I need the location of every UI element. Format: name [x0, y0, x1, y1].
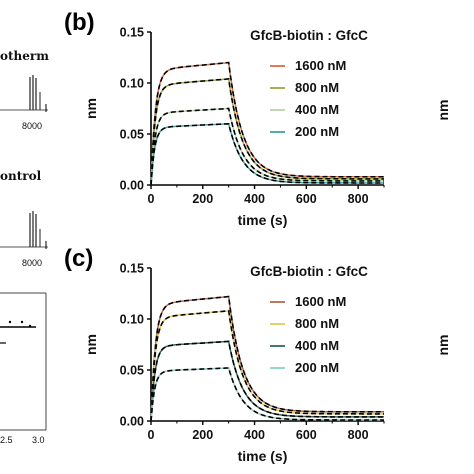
chart-title: GfcB-biotin : GfcC: [250, 264, 368, 279]
y-tick-label: 0.00: [120, 179, 144, 193]
left-bottom-plot-fragment: [0, 292, 47, 431]
panel-tag-b: (b): [64, 9, 95, 36]
x-axis-label: time (s): [238, 448, 288, 464]
series-line: [150, 367, 384, 422]
left-label-mid: ontrol: [0, 169, 42, 183]
y-tick-label: 0.00: [120, 415, 144, 429]
legend-label: 200 nM: [295, 360, 339, 375]
y-tick-label: 0.15: [120, 262, 144, 276]
x-tick-label: 200: [192, 192, 213, 206]
x-tick-label: 0: [148, 192, 155, 206]
y-tick-label: 0.05: [120, 364, 144, 378]
plot-point: [8, 320, 12, 324]
series-line: [150, 107, 384, 186]
series-fit-dashed: [150, 340, 384, 422]
left-spectrum-mid: [0, 211, 48, 249]
series-line: [150, 295, 384, 422]
chart-panel-b: 0.00 0.05 0.10 0.15 0 200 400 600 800 time (s) nm G…: [83, 26, 385, 228]
y-tick-label: 0.10: [120, 77, 144, 91]
series-line: [150, 61, 384, 186]
panel-tag-c: (c): [64, 245, 93, 272]
x-tick-label: 400: [244, 192, 265, 206]
left-axis-value-mid: 8000: [22, 258, 42, 268]
series-fit-dashed: [150, 61, 384, 186]
legend-label: 200 nM: [295, 124, 339, 139]
y-axis-label: nm: [83, 98, 99, 119]
chart-panel-c: 0.00 0.05 0.10 0.15 0 200 400 600 800 time (s) nm G…: [83, 262, 385, 464]
right-ylabel-c: nm: [435, 335, 451, 356]
series-fit-dashed: [150, 78, 384, 186]
legend-label: 400 nM: [295, 102, 339, 117]
legend-label: 400 nM: [295, 338, 339, 353]
x-tick-label: 800: [348, 428, 369, 442]
x-tick-label: 600: [296, 192, 317, 206]
left-spectrum-top: [0, 75, 48, 112]
x-tick-label: 0: [148, 428, 155, 442]
left-tick-2-5: 2.5: [0, 435, 13, 445]
x-tick-label: 800: [348, 192, 369, 206]
x-tick-label: 400: [244, 428, 265, 442]
left-partial-panels: otherm 8000 ontrol 8000: [0, 49, 49, 445]
y-tick-label: 0.05: [120, 128, 144, 142]
y-tick-label: 0.10: [120, 313, 144, 327]
right-ylabel-b: nm: [435, 100, 451, 121]
legend-label: 800 nM: [295, 80, 339, 95]
left-tick-3-0: 3.0: [32, 435, 45, 445]
series-fit-dashed: [150, 107, 384, 186]
legend-label: 1600 nM: [295, 58, 346, 73]
left-axis-value-top: 8000: [22, 121, 42, 131]
series-fit-dashed: [150, 295, 384, 422]
plot-point: [28, 324, 32, 328]
series-line: [150, 340, 384, 422]
plot-point: [20, 320, 24, 324]
x-axis-label: time (s): [238, 212, 288, 228]
y-tick-label: 0.15: [120, 26, 144, 40]
x-tick-label: 600: [296, 428, 317, 442]
left-label-top: otherm: [0, 49, 49, 63]
legend-label: 800 nM: [295, 316, 339, 331]
series-fit-dashed: [150, 309, 384, 422]
y-axis-label: nm: [83, 334, 99, 355]
x-tick-label: 200: [192, 428, 213, 442]
series-fit-dashed: [150, 122, 384, 186]
legend-label: 1600 nM: [295, 294, 346, 309]
chart-title: GfcB-biotin : GfcC: [250, 28, 368, 43]
